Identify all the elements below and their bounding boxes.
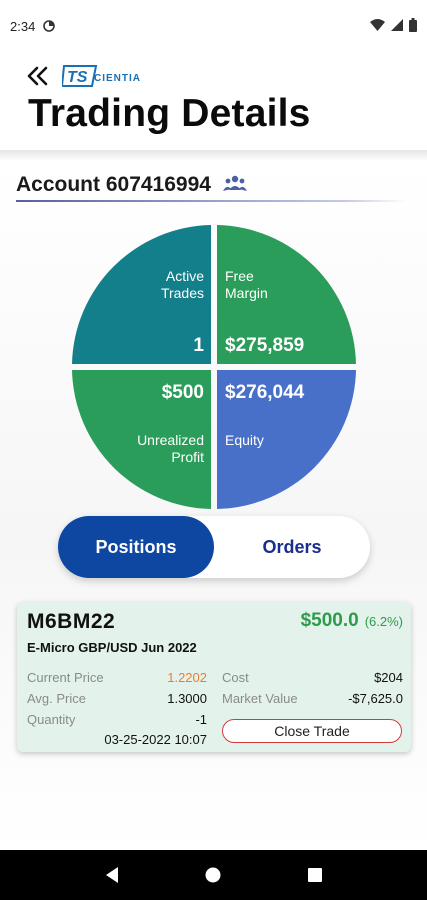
position-card[interactable]: M6BM22 $500.0 (6.2%) E-Micro GBP/USD Jun… — [17, 602, 411, 752]
position-timestamp: 03-25-2022 10:07 — [104, 732, 207, 747]
close-trade-button[interactable]: Close Trade — [222, 719, 402, 743]
equity-label: Equity — [225, 432, 264, 448]
unrealized-profit-value: $500 — [162, 382, 204, 403]
recents-square-icon[interactable] — [307, 867, 323, 883]
unrealized-profit-quadrant — [72, 370, 211, 509]
cost-value: $204 — [374, 670, 403, 685]
tab-positions[interactable]: Positions — [58, 516, 214, 578]
quantity-label: Quantity — [27, 712, 76, 727]
cost-label: Cost — [222, 670, 249, 685]
active-trades-value: 1 — [193, 335, 204, 356]
active-trades-quadrant — [72, 225, 211, 364]
double-chevron-left-icon[interactable] — [24, 62, 52, 90]
position-symbol: M6BM22 — [27, 610, 116, 633]
battery-icon — [409, 18, 417, 32]
svg-text:CIENTIA: CIENTIA — [94, 73, 141, 84]
system-nav-bar — [0, 850, 427, 900]
current-price-label: Current Price — [27, 670, 104, 685]
page-title: Trading Details — [28, 92, 311, 135]
positions-orders-toggle: Positions Orders — [58, 516, 370, 578]
logo: TS CIENTIA — [62, 65, 141, 87]
signal-icon — [391, 19, 403, 31]
status-bar: 2:34 — [0, 0, 427, 52]
wifi-icon — [370, 19, 385, 31]
status-icons — [370, 18, 417, 32]
free-margin-label-2: Margin — [225, 285, 268, 301]
position-pnl: $500.0 (6.2%) — [301, 610, 403, 632]
avg-price-label: Avg. Price — [27, 691, 87, 706]
free-margin-value: $275,859 — [225, 335, 304, 356]
free-margin-label-1: Free — [225, 268, 254, 284]
tab-orders[interactable]: Orders — [262, 536, 322, 557]
pnl-percent: (6.2%) — [364, 614, 403, 629]
account-underline — [16, 200, 406, 202]
quantity-value: -1 — [195, 712, 207, 727]
current-price-value: 1.2202 — [167, 670, 207, 685]
active-trades-label-2: Trades — [161, 285, 204, 301]
avg-price-value: 1.3000 — [167, 691, 207, 706]
svg-text:TS: TS — [67, 69, 88, 86]
unrealized-profit-label-2: Profit — [171, 449, 204, 465]
people-icon[interactable] — [222, 174, 247, 196]
data-saver-icon — [43, 20, 56, 32]
free-margin-quadrant — [217, 225, 356, 364]
account-row: Account 607416994 — [16, 170, 406, 200]
back-triangle-icon[interactable] — [104, 866, 120, 884]
account-summary-pie: Active Trades 1 Free Margin $275,859 $50… — [72, 225, 356, 509]
market-value-label: Market Value — [222, 691, 298, 706]
unrealized-profit-label-1: Unrealized — [137, 432, 204, 448]
position-description: E-Micro GBP/USD Jun 2022 — [27, 640, 197, 655]
account-label: Account 607416994 — [16, 173, 211, 196]
home-circle-icon[interactable] — [204, 866, 222, 884]
equity-value: $276,044 — [225, 382, 305, 403]
header-divider — [0, 150, 427, 162]
equity-quadrant — [217, 370, 356, 509]
pnl-value: $500.0 — [300, 610, 359, 631]
market-value-value: -$7,625.0 — [348, 691, 403, 706]
active-trades-label-1: Active — [166, 268, 204, 284]
status-time: 2:34 — [10, 18, 36, 34]
